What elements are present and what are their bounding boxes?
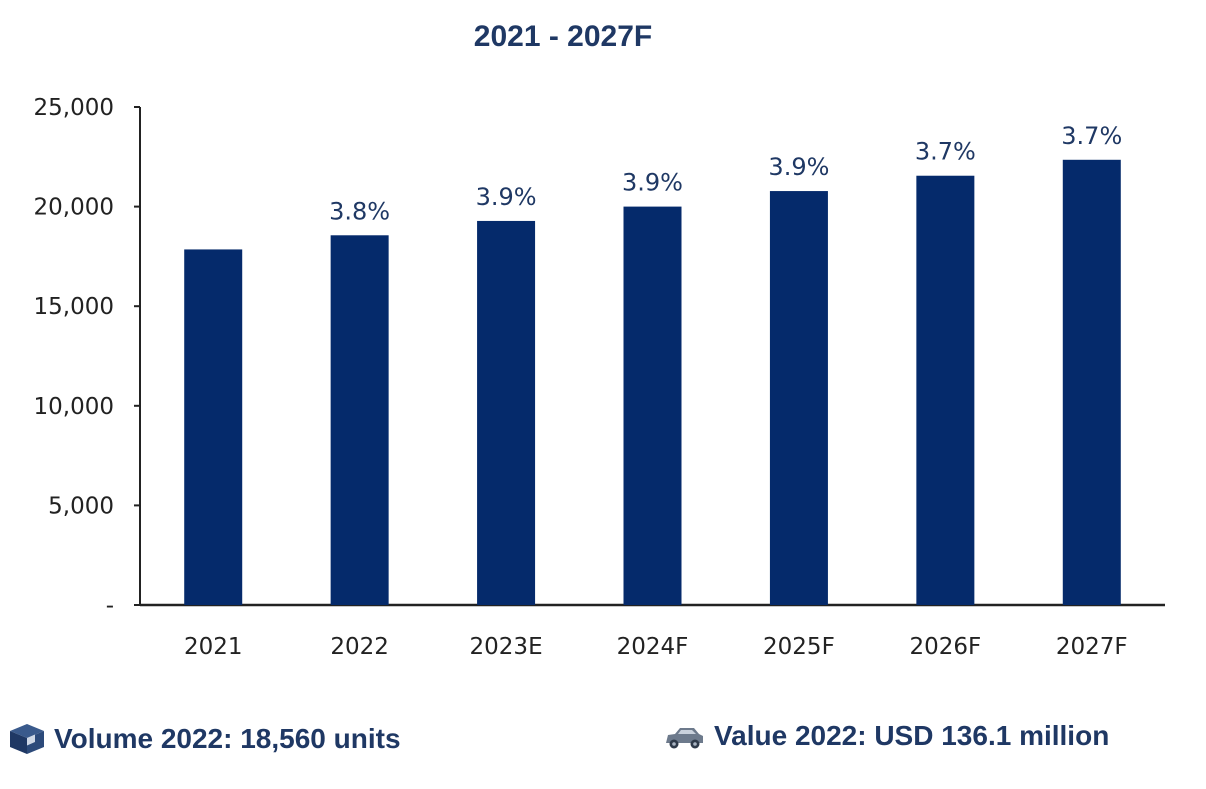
volume-text: Volume 2022: 18,560 units <box>54 723 401 754</box>
y-tick-label: 25,000 <box>34 95 114 121</box>
data-label-2024F: 3.9% <box>622 169 683 197</box>
x-tick-label-2024F: 2024F <box>617 634 689 660</box>
x-tick-label-2025F: 2025F <box>763 634 835 660</box>
y-tick-label: 5,000 <box>48 493 114 519</box>
bar-2023E <box>477 220 536 606</box>
y-tick-label: 10,000 <box>34 394 114 420</box>
data-label-2027F: 3.7% <box>1061 122 1122 150</box>
x-tick-label-2023E: 2023E <box>470 634 543 660</box>
data-label-2023E: 3.9% <box>476 183 537 211</box>
chart-title: 2021 - 2027F <box>474 20 652 53</box>
value-summary: Value 2022: USD 136.1 million <box>662 720 1109 752</box>
data-label-2025F: 3.9% <box>768 153 829 181</box>
bar-2025F <box>769 191 828 606</box>
x-tick-label-2022: 2022 <box>330 634 389 660</box>
y-tick-label: 15,000 <box>34 294 114 320</box>
data-label-2026F: 3.7% <box>915 138 976 166</box>
x-tick-label-2027F: 2027F <box>1056 634 1128 660</box>
bar-chart: 2021 - 2027F - 5,000 10,000 15,000 20,000 25,… <box>34 20 1165 660</box>
bar-2021 <box>184 249 243 606</box>
y-tick-label: - <box>106 593 114 619</box>
data-label-2022: 3.8% <box>329 197 390 225</box>
volume-summary: Volume 2022: 18,560 units <box>8 722 401 756</box>
box-icon <box>10 724 44 754</box>
bar-2024F <box>623 206 682 605</box>
x-tick-label-2021: 2021 <box>184 634 243 660</box>
value-text: Value 2022: USD 136.1 million <box>714 720 1110 751</box>
bar-2026F <box>916 175 975 605</box>
car-icon <box>666 728 703 749</box>
bar-2027F <box>1062 159 1121 605</box>
x-tick-label-2026F: 2026F <box>909 634 981 660</box>
bar-2022 <box>330 235 389 606</box>
y-tick-label: 20,000 <box>34 195 114 221</box>
